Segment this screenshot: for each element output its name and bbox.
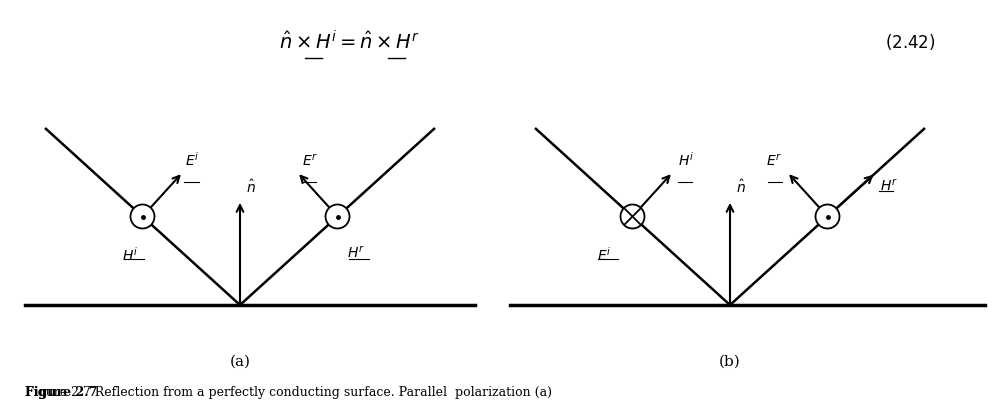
Text: Figure 2.7: Figure 2.7 xyxy=(25,385,97,398)
Text: $\mathit{H}^{i}$: $\mathit{H}^{i}$ xyxy=(122,245,139,263)
Text: $\mathit{H}^{r}$: $\mathit{H}^{r}$ xyxy=(880,178,898,193)
Text: $\mathit{E}^{i}$: $\mathit{E}^{i}$ xyxy=(597,245,612,263)
Text: $\mathit{H}^{i}$: $\mathit{H}^{i}$ xyxy=(678,151,693,169)
Text: (b): (b) xyxy=(719,354,741,368)
Text: (a): (a) xyxy=(229,354,251,368)
Text: $\hat{n}$: $\hat{n}$ xyxy=(246,178,256,195)
Circle shape xyxy=(325,205,349,229)
Text: $\mathit{E}^{i}$: $\mathit{E}^{i}$ xyxy=(185,151,199,169)
Circle shape xyxy=(131,205,155,229)
Text: $\hat{n}\times H^{i} = \hat{n}\times H^{r}$: $\hat{n}\times H^{i} = \hat{n}\times H^{… xyxy=(280,30,421,53)
Text: $\mathit{H}^{r}$: $\mathit{H}^{r}$ xyxy=(346,245,364,261)
Circle shape xyxy=(621,205,645,229)
Text: $\mathit{E}^{r}$: $\mathit{E}^{r}$ xyxy=(303,153,318,169)
Text: $(2.42)$: $(2.42)$ xyxy=(885,32,935,52)
Text: $\mathit{E}^{r}$: $\mathit{E}^{r}$ xyxy=(766,153,782,169)
Text: $\hat{n}$: $\hat{n}$ xyxy=(736,178,746,195)
Circle shape xyxy=(815,205,839,229)
Text: Figure 2.7 Reflection from a perfectly conducting surface. Parallel  polarizatio: Figure 2.7 Reflection from a perfectly c… xyxy=(25,385,552,398)
